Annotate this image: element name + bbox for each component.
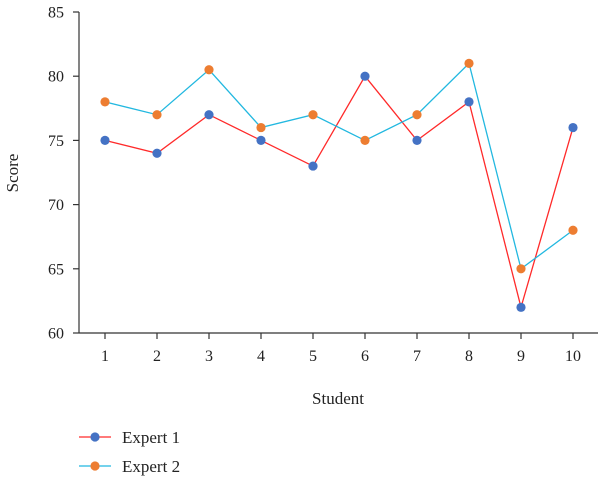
series-layer (100, 58, 578, 312)
data-point (152, 110, 162, 120)
data-point (464, 58, 474, 68)
series-line (104, 75, 574, 310)
series-1 (100, 71, 578, 312)
data-point (360, 135, 370, 145)
series-2 (100, 58, 578, 274)
y-tick-label: 60 (48, 326, 64, 343)
data-point (100, 135, 110, 145)
data-point (204, 110, 214, 120)
legend-marker (90, 461, 100, 471)
data-point (256, 122, 266, 133)
data-point (412, 110, 422, 120)
data-point (464, 97, 474, 107)
data-point (568, 225, 578, 235)
y-tick-label: 75 (48, 133, 64, 150)
x-tick-label: 10 (565, 348, 581, 365)
data-point (568, 122, 578, 133)
x-axis-title: Student (312, 389, 364, 408)
axes (78, 12, 598, 334)
x-tick-label: 2 (153, 348, 161, 365)
data-point (360, 71, 370, 81)
x-tick-label: 9 (517, 348, 525, 365)
data-point (308, 110, 318, 120)
y-tick-label: 70 (48, 197, 64, 214)
x-tick-label: 4 (257, 348, 265, 365)
legend-label: Expert 1 (122, 428, 180, 447)
legend: Expert 1 Expert 2 (79, 428, 180, 476)
y-tick-label: 85 (48, 5, 64, 22)
x-tick-label: 8 (465, 348, 473, 365)
x-tick-label: 6 (361, 348, 369, 365)
x-tick-label: 1 (101, 348, 109, 365)
data-point (412, 135, 422, 145)
data-point (516, 264, 526, 274)
legend-item: Expert 1 (79, 428, 180, 447)
y-axis-title: Score (3, 154, 22, 193)
data-point (516, 302, 526, 312)
y-ticks: 60 65 70 75 80 85 (48, 5, 79, 343)
data-point (308, 161, 318, 171)
legend-item: Expert 2 (79, 457, 180, 476)
legend-label: Expert 2 (122, 457, 180, 476)
data-point (204, 65, 214, 75)
x-ticks: 1 2 3 4 5 6 7 8 9 10 (101, 333, 581, 365)
y-tick-label: 65 (48, 261, 64, 278)
x-tick-label: 3 (205, 348, 213, 365)
legend-marker (90, 432, 100, 442)
data-point (100, 97, 110, 107)
x-tick-label: 7 (413, 348, 421, 365)
x-tick-label: 5 (309, 348, 317, 365)
y-tick-label: 80 (48, 69, 64, 86)
data-point (256, 135, 266, 145)
data-point (152, 148, 162, 158)
series-line (104, 62, 574, 270)
